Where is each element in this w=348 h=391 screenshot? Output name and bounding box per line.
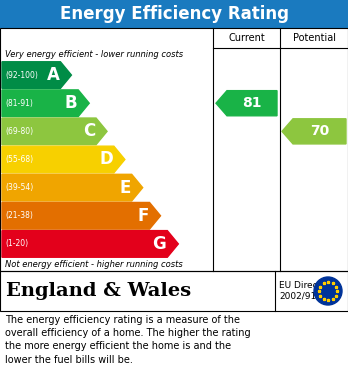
Text: F: F (137, 207, 149, 225)
Text: (1-20): (1-20) (5, 239, 28, 248)
Text: (55-68): (55-68) (5, 155, 33, 164)
Polygon shape (2, 62, 71, 88)
Text: (69-80): (69-80) (5, 127, 33, 136)
Text: (21-38): (21-38) (5, 211, 33, 220)
Text: 70: 70 (310, 124, 329, 138)
Polygon shape (2, 203, 160, 229)
Text: G: G (152, 235, 166, 253)
Polygon shape (2, 174, 143, 201)
Text: (39-54): (39-54) (5, 183, 33, 192)
Text: Current: Current (228, 33, 265, 43)
Bar (0, 28, 348, 271)
Text: A: A (47, 66, 60, 84)
Text: England & Wales: England & Wales (6, 282, 191, 300)
Text: Energy Efficiency Rating: Energy Efficiency Rating (60, 5, 288, 23)
Polygon shape (2, 90, 89, 117)
Circle shape (314, 277, 342, 305)
Text: Potential: Potential (293, 33, 335, 43)
Polygon shape (2, 118, 107, 145)
Polygon shape (2, 231, 178, 257)
Text: The energy efficiency rating is a measure of the
overall efficiency of a home. T: The energy efficiency rating is a measur… (5, 315, 251, 364)
Text: 81: 81 (242, 96, 262, 110)
Text: (81-91): (81-91) (5, 99, 33, 108)
Text: E: E (119, 179, 131, 197)
Bar (0, 271, 348, 311)
Text: Very energy efficient - lower running costs: Very energy efficient - lower running co… (5, 50, 183, 59)
Text: C: C (83, 122, 95, 140)
Text: B: B (65, 94, 77, 112)
Text: D: D (99, 151, 113, 169)
Polygon shape (2, 146, 125, 173)
Text: (92-100): (92-100) (5, 70, 38, 80)
Text: Not energy efficient - higher running costs: Not energy efficient - higher running co… (5, 260, 183, 269)
Bar (0, 271, 348, 311)
Polygon shape (282, 119, 346, 144)
Bar (0, 28, 348, 271)
Polygon shape (216, 91, 277, 116)
Bar (0, 0, 348, 28)
Text: EU Directive
2002/91/EC: EU Directive 2002/91/EC (279, 281, 335, 301)
